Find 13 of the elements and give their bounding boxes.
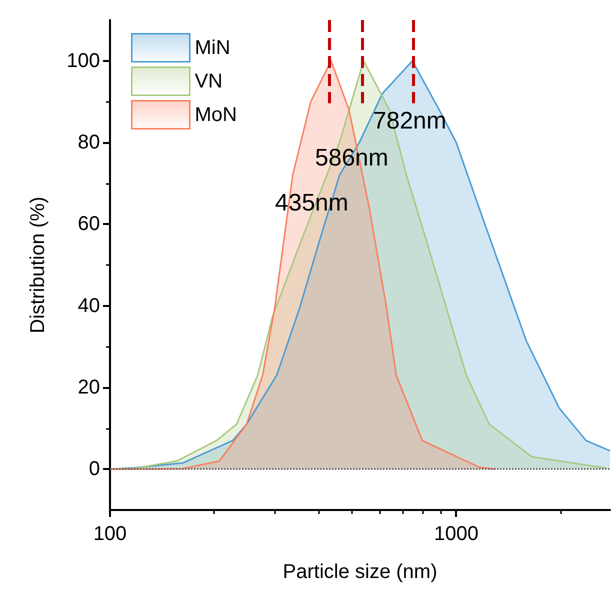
legend-label: MiN	[194, 36, 230, 59]
x-axis-title: Particle size (nm)	[282, 561, 438, 583]
legend-label: MoN	[194, 104, 237, 126]
y-tick-label: 80	[78, 132, 100, 154]
y-tick-label: 40	[78, 294, 100, 317]
annotation: 782nm	[373, 108, 446, 134]
legend-label: VN	[194, 70, 223, 92]
x-tick-label: 1000	[434, 523, 478, 545]
y-tick-label: 0	[88, 458, 100, 480]
y-axis-title: Distribution (%)	[27, 196, 49, 334]
y-tick-label: 60	[78, 213, 100, 236]
y-tick-label: 20	[78, 376, 100, 398]
y-tick-label: 100	[66, 50, 100, 72]
